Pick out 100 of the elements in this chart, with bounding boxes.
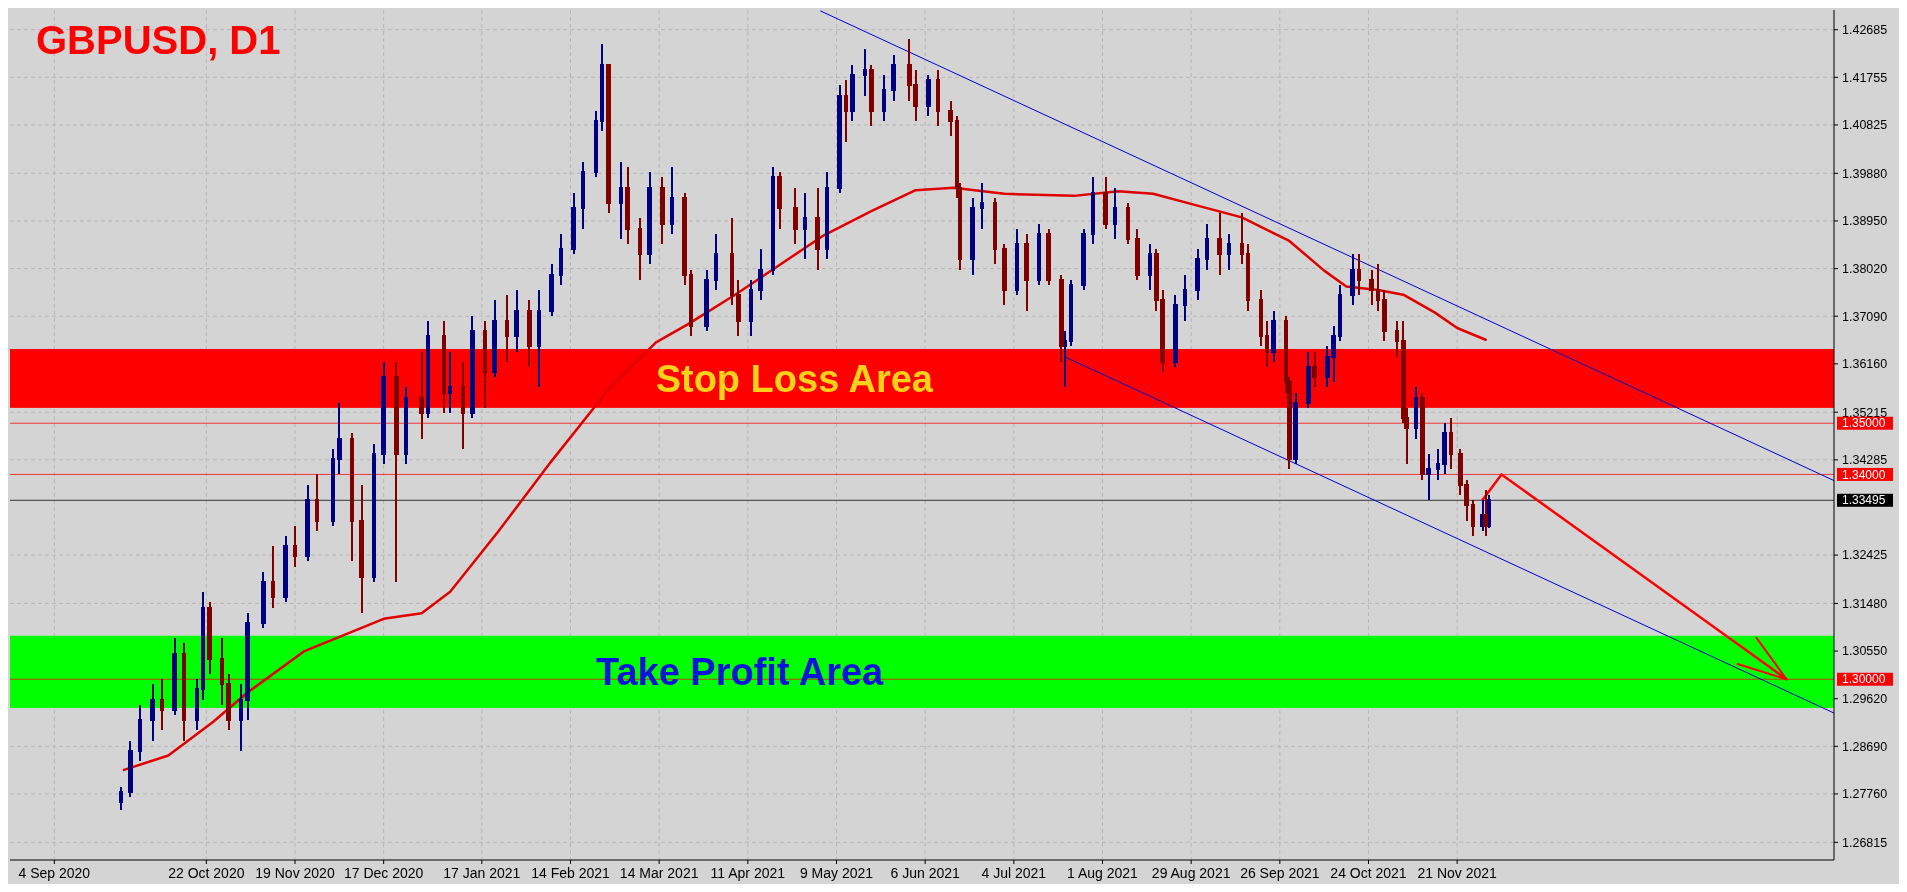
- candlestick: [1312, 350, 1317, 389]
- candlestick: [1306, 350, 1311, 409]
- x-tick-label: 4 Jul 2021: [981, 865, 1047, 881]
- candlestick: [1448, 417, 1454, 471]
- candlestick: [1470, 499, 1476, 537]
- x-tick-label: 29 Aug 2021: [1151, 865, 1231, 881]
- x-tick-label: 4 Sep 2020: [18, 865, 91, 881]
- candlestick: [482, 319, 488, 409]
- candlestick: [1442, 422, 1447, 476]
- candlestick: [200, 591, 206, 701]
- candlestick: [371, 442, 377, 583]
- candlestick: [881, 74, 887, 123]
- x-tick-label: 17 Jan 2021: [443, 865, 521, 881]
- candlestick: [349, 432, 355, 563]
- candlestick: [1426, 452, 1431, 502]
- x-tick-label: 24 Oct 2021: [1330, 865, 1407, 881]
- candlestick: [314, 473, 320, 532]
- candlestick: [261, 570, 266, 630]
- candlestick: [606, 63, 611, 215]
- candlestick: [1090, 176, 1096, 246]
- candlestick: [1382, 289, 1387, 343]
- candlestick: [1195, 248, 1200, 302]
- candlestick: [688, 268, 694, 338]
- candlestick: [1068, 278, 1074, 348]
- candlestick: [1112, 186, 1118, 240]
- candlestick: [305, 483, 310, 563]
- candlestick: [536, 289, 542, 389]
- candlestick: [1103, 176, 1108, 230]
- candlestick: [1337, 283, 1343, 343]
- ref-line-label: 1.33495: [1842, 493, 1886, 508]
- candlestick: [1204, 222, 1210, 271]
- y-tick-label: 1.28690: [1842, 739, 1888, 754]
- candlestick: [1258, 289, 1264, 348]
- candlestick: [682, 191, 687, 286]
- candlestick: [283, 534, 288, 604]
- candlestick: [219, 637, 225, 706]
- candlestick: [1483, 488, 1488, 537]
- candlestick: [850, 63, 855, 123]
- x-tick-label: 26 Sep 2021: [1240, 865, 1320, 881]
- candlestick: [403, 386, 409, 466]
- candlestick: [1059, 273, 1064, 363]
- candlestick: [1014, 227, 1020, 297]
- candlestick: [580, 161, 586, 230]
- y-tick-label: 1.40825: [1842, 118, 1888, 133]
- candlestick: [1125, 202, 1131, 246]
- candlestick: [1081, 227, 1086, 292]
- candlestick: [194, 678, 200, 732]
- x-tick-label: 22 Oct 2020: [168, 865, 245, 881]
- y-tick-label: 1.34285: [1842, 453, 1888, 468]
- candlestick: [1420, 391, 1425, 481]
- candlestick: [935, 68, 941, 128]
- x-tick-label: 14 Feb 2021: [531, 865, 611, 881]
- candlestick: [1147, 243, 1153, 292]
- candlestick: [1182, 273, 1188, 322]
- candlestick: [1480, 499, 1485, 532]
- candlestick: [159, 678, 165, 732]
- y-tick-label: 1.38020: [1842, 261, 1888, 276]
- candlestick: [394, 360, 399, 583]
- x-tick-label: 17 Dec 2020: [343, 865, 424, 881]
- candlestick: [669, 166, 675, 235]
- y-tick-label: 1.26815: [1842, 835, 1888, 850]
- candlestick: [843, 79, 849, 143]
- y-tick-label: 1.32425: [1842, 548, 1888, 563]
- ref-line-label: 1.34000: [1842, 467, 1886, 482]
- candlestick: [514, 289, 519, 353]
- candlestick: [1356, 253, 1362, 297]
- candlestick: [926, 74, 931, 117]
- candlestick: [637, 217, 643, 281]
- candlestick: [1435, 447, 1441, 481]
- candlestick: [571, 191, 576, 256]
- candlestick: [793, 186, 798, 246]
- candlestick: [1369, 268, 1374, 307]
- candlestick: [118, 785, 124, 811]
- candlestick: [777, 171, 782, 230]
- candlestick: [137, 703, 143, 763]
- candlestick: [492, 299, 497, 379]
- candlestick: [527, 299, 532, 368]
- x-tick-label: 11 Apr 2021: [710, 865, 786, 881]
- chart-title: GBPUSD, D1: [36, 18, 281, 62]
- candlestick: [758, 248, 763, 302]
- candlestick: [441, 319, 447, 414]
- candlestick: [292, 524, 298, 568]
- candlestick: [979, 181, 985, 230]
- candlestick: [992, 196, 998, 266]
- candlestick: [330, 447, 336, 527]
- candlestick: [207, 601, 212, 676]
- y-tick-label: 1.42685: [1842, 23, 1888, 38]
- candlestick: [599, 43, 605, 133]
- candlestick: [381, 360, 386, 466]
- x-tick-label: 21 Nov 2021: [1417, 865, 1498, 881]
- ref-line-label: 1.35000: [1842, 416, 1886, 431]
- candlestick: [1046, 227, 1051, 286]
- y-tick-label: 1.38950: [1842, 214, 1888, 229]
- candlestick: [504, 294, 510, 363]
- candlestick: [470, 314, 475, 420]
- candlestick: [1036, 222, 1042, 286]
- candlestick: [150, 683, 155, 742]
- candlestick: [245, 611, 250, 722]
- candlestick: [815, 186, 820, 271]
- candlestick: [1217, 212, 1222, 276]
